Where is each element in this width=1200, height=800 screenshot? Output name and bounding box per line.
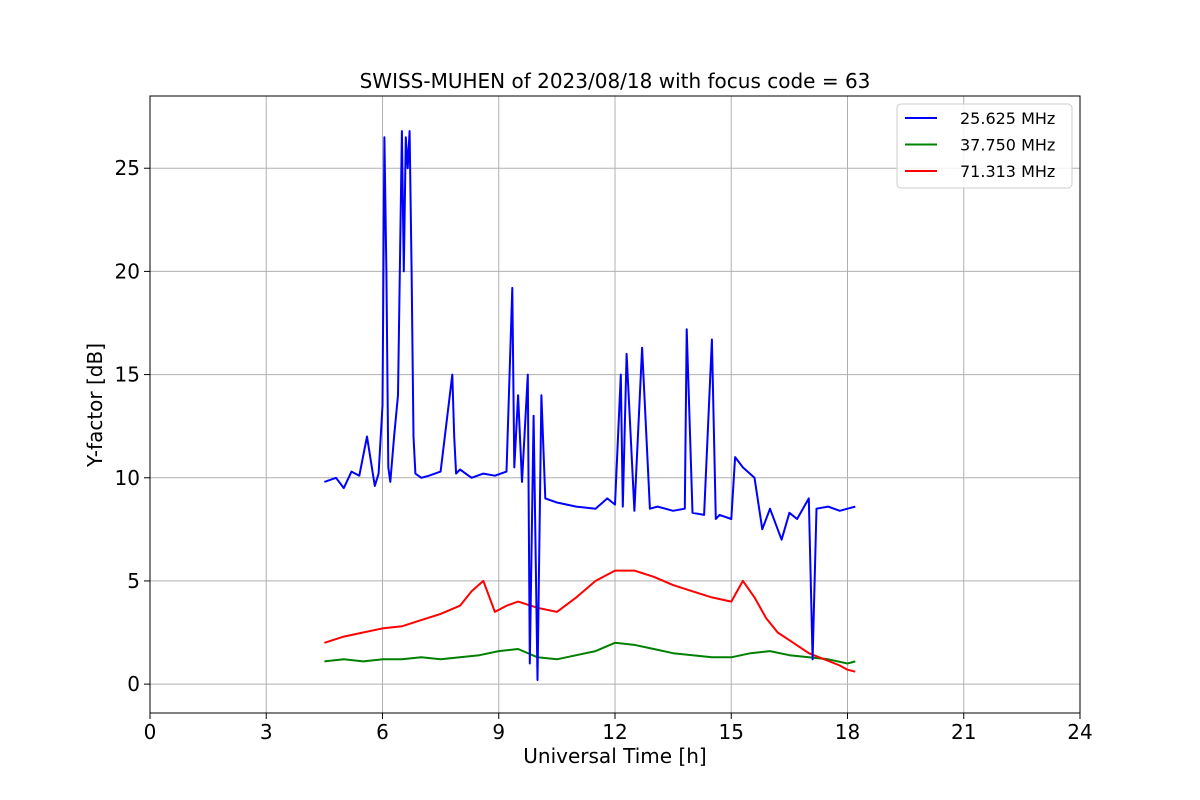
- series-layer: [324, 130, 856, 681]
- x-tick-label: 0: [144, 720, 157, 744]
- x-tick-label: 24: [1067, 720, 1092, 744]
- axis-ticks: 0 3 6 9 12 15 18 21 24 0 5 10 15 20 25: [115, 156, 1093, 744]
- y-tick-label: 10: [115, 466, 140, 490]
- x-tick-label: 21: [951, 720, 976, 744]
- legend: 25.625 MHz 37.750 MHz 71.313 MHz: [896, 103, 1073, 189]
- series-line-1: [324, 641, 856, 665]
- series-line-2: [324, 569, 856, 673]
- x-tick-label: 9: [492, 720, 505, 744]
- y-tick-label: 5: [127, 569, 140, 593]
- y-tick-label: 0: [127, 672, 140, 696]
- x-tick-label: 15: [719, 720, 744, 744]
- x-tick-label: 18: [835, 720, 860, 744]
- x-tick-label: 6: [376, 720, 389, 744]
- legend-items: 25.625 MHz 37.750 MHz 71.313 MHz: [905, 109, 1055, 181]
- x-axis-label: Universal Time [h]: [523, 744, 706, 768]
- legend-label: 25.625 MHz: [960, 109, 1055, 128]
- legend-label: 71.313 MHz: [960, 162, 1055, 181]
- series-line-0: [324, 130, 856, 681]
- chart-title: SWISS-MUHEN of 2023/08/18 with focus cod…: [360, 69, 871, 93]
- y-tick-label: 25: [115, 156, 140, 180]
- y-tick-label: 15: [115, 363, 140, 387]
- y-axis-label: Y-factor [dB]: [83, 343, 107, 468]
- x-tick-label: 3: [260, 720, 273, 744]
- legend-label: 37.750 MHz: [960, 136, 1055, 155]
- y-tick-label: 20: [115, 259, 140, 283]
- x-tick-label: 12: [602, 720, 627, 744]
- legend-box: [896, 103, 1073, 189]
